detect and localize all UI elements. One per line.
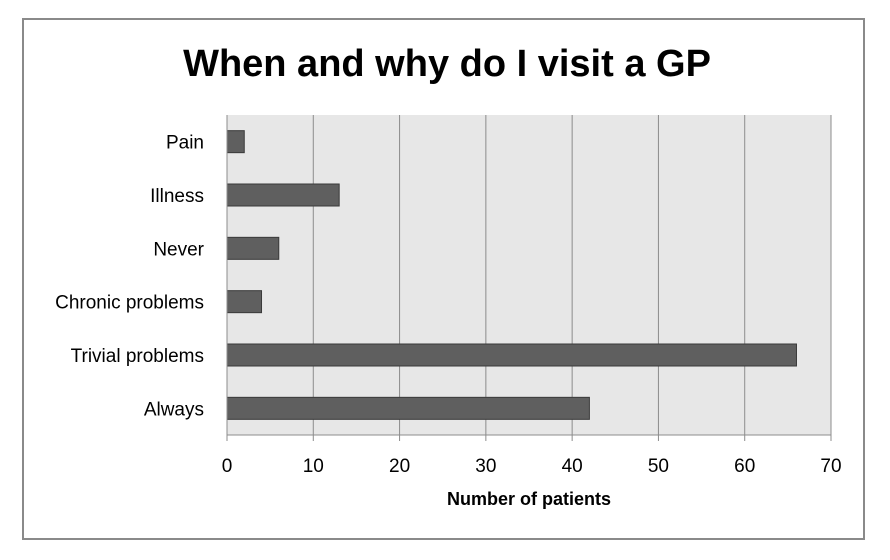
category-label: Pain <box>166 133 204 154</box>
bar-never <box>226 236 280 260</box>
chart-title: When and why do I visit a GP <box>183 43 711 85</box>
category-label: Always <box>144 399 204 420</box>
bar-pain <box>226 130 245 154</box>
bar-illness <box>226 183 340 207</box>
bar-always <box>226 396 590 420</box>
category-label: Trivial problems <box>71 346 204 367</box>
bar-chronic-problems <box>226 290 263 314</box>
plot-area <box>227 115 831 435</box>
category-labels: Pain Illness Never Chronic problems Trivial … <box>55 133 205 421</box>
bars <box>226 130 797 420</box>
x-tick-label: 10 <box>303 456 324 477</box>
x-axis-title: Number of patients <box>447 489 611 509</box>
x-tick-label: 60 <box>734 456 755 477</box>
x-tick-label: 70 <box>820 456 841 477</box>
x-tick-label: 40 <box>562 456 583 477</box>
x-tick-labels: 0 10 20 30 40 50 60 70 <box>222 456 842 477</box>
category-label: Never <box>153 239 204 260</box>
category-label: Chronic problems <box>55 293 204 314</box>
bar-trivial-problems <box>226 343 797 367</box>
gridlines <box>226 115 832 441</box>
x-tick-label: 0 <box>222 456 233 477</box>
x-tick-label: 20 <box>389 456 410 477</box>
x-tick-label: 30 <box>475 456 496 477</box>
x-tick-label: 50 <box>648 456 669 477</box>
category-label: Illness <box>150 186 204 207</box>
